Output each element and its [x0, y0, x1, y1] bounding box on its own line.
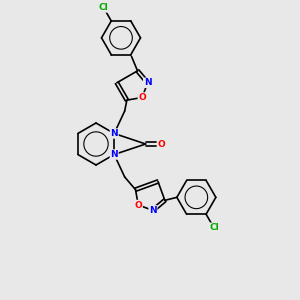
- Text: N: N: [110, 129, 118, 138]
- Text: N: N: [149, 206, 157, 215]
- Text: O: O: [138, 93, 146, 102]
- Text: Cl: Cl: [99, 3, 108, 12]
- Text: N: N: [110, 150, 118, 159]
- Text: O: O: [158, 140, 165, 148]
- Text: N: N: [144, 78, 152, 87]
- Text: Cl: Cl: [209, 223, 219, 232]
- Text: O: O: [134, 200, 142, 209]
